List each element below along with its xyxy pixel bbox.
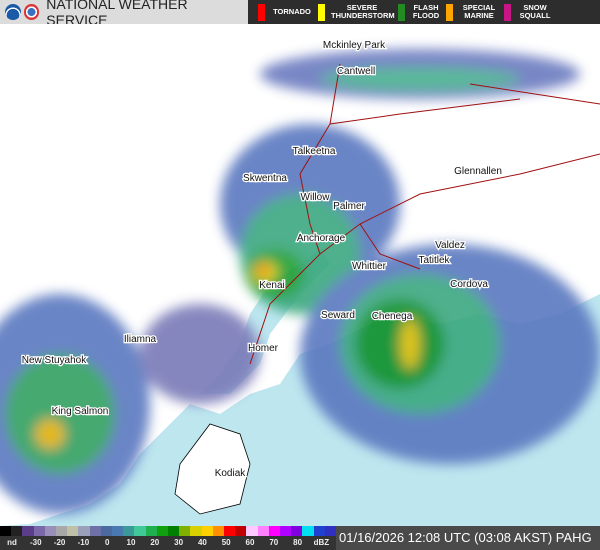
nws-logo bbox=[23, 4, 40, 20]
scale-tick: 80 bbox=[293, 538, 303, 547]
warning-snow-squall: SNOW SQUALL bbox=[504, 0, 553, 24]
scale-tick: 60 bbox=[245, 538, 255, 547]
warning-legend: TORNADO SEVERE THUNDERSTORM FLASH FLOOD SPE… bbox=[248, 0, 600, 24]
warning-swatch bbox=[446, 3, 453, 21]
scale-tick: -30 bbox=[30, 538, 42, 547]
scale-swatch bbox=[168, 526, 180, 536]
scale-swatch bbox=[179, 526, 191, 536]
city-label: Willow bbox=[301, 192, 331, 203]
scale-tick: 0 bbox=[104, 538, 110, 547]
city-label: Iliamna bbox=[124, 334, 157, 345]
scale-swatch bbox=[56, 526, 68, 536]
city-label: Palmer bbox=[333, 201, 365, 212]
scale-swatch bbox=[134, 526, 146, 536]
scale-tick: 30 bbox=[174, 538, 184, 547]
warning-label: SPECIAL MARINE bbox=[462, 3, 496, 20]
scale-swatch bbox=[11, 526, 23, 536]
scale-swatch bbox=[123, 526, 135, 536]
warning-label: SNOW SQUALL bbox=[519, 3, 551, 20]
scale-tick: 50 bbox=[221, 538, 231, 547]
scale-swatch bbox=[44, 526, 57, 536]
scale-ticks: nd -30 -20 -10 0 10 20 30 40 50 60 70 80 dBZ bbox=[0, 536, 336, 550]
city-label: Kenai bbox=[259, 280, 285, 291]
warning-swatch bbox=[504, 3, 511, 21]
scale-swatch bbox=[224, 526, 236, 536]
scale-swatch bbox=[145, 526, 157, 536]
city-label: Tatitlek bbox=[418, 255, 450, 266]
warning-tornado: TORNADO bbox=[258, 0, 313, 24]
city-label: Valdez bbox=[435, 240, 465, 251]
scale-swatch bbox=[156, 526, 169, 536]
scale-swatch bbox=[190, 526, 202, 536]
warning-special-marine: SPECIAL MARINE bbox=[446, 0, 499, 24]
city-label: Homer bbox=[248, 343, 279, 354]
reflectivity-legend: nd -30 -20 -10 0 10 20 30 40 50 60 70 80 dBZ bbox=[0, 526, 337, 550]
city-label: King Salmon bbox=[52, 406, 109, 417]
city-label: Kodiak bbox=[215, 468, 247, 479]
scale-swatch bbox=[89, 526, 101, 536]
city-label: Anchorage bbox=[297, 233, 346, 244]
scale-swatch bbox=[313, 526, 325, 536]
city-label: Skwentna bbox=[243, 173, 287, 184]
scale-swatch bbox=[268, 526, 281, 536]
scale-swatch bbox=[212, 526, 225, 536]
scale-swatch bbox=[33, 526, 45, 536]
scale-swatch bbox=[324, 526, 337, 536]
scale-tick: dBZ bbox=[313, 538, 330, 547]
header-bar: NATIONAL WEATHER SERVICE TORNADO SEVERE T… bbox=[0, 0, 600, 28]
scale-swatch bbox=[235, 526, 247, 536]
warning-severe-thunderstorm: SEVERE THUNDERSTORM bbox=[318, 0, 395, 24]
scale-swatch bbox=[280, 526, 292, 536]
city-label: Whittier bbox=[352, 261, 387, 272]
kodiak-island bbox=[174, 423, 251, 515]
scale-swatch bbox=[0, 526, 12, 536]
color-scale bbox=[0, 526, 337, 536]
radar-map[interactable]: Mckinley Park Cantwell Talkeetna Skwentna Wi… bbox=[0, 24, 600, 526]
warning-label: FLASH FLOOD bbox=[412, 3, 440, 20]
warning-swatch bbox=[318, 3, 325, 21]
scale-swatch bbox=[302, 526, 314, 536]
scale-swatch bbox=[201, 526, 213, 536]
warning-swatch bbox=[398, 3, 405, 21]
city-label: New Stuyahok bbox=[22, 355, 87, 366]
scale-swatch bbox=[22, 526, 34, 536]
scale-tick: -20 bbox=[53, 538, 66, 547]
scale-tick: 10 bbox=[126, 538, 136, 547]
warning-swatch bbox=[258, 3, 265, 21]
city-label: Chenega bbox=[372, 311, 413, 322]
roads bbox=[249, 63, 600, 365]
scale-swatch bbox=[67, 526, 79, 536]
scale-swatch bbox=[246, 526, 258, 536]
scale-tick: 20 bbox=[150, 538, 160, 547]
noaa-logo bbox=[5, 4, 21, 20]
scale-tick: 70 bbox=[269, 538, 279, 547]
scale-swatch bbox=[78, 526, 90, 536]
scale-swatch bbox=[100, 526, 113, 536]
scale-tick: 40 bbox=[197, 538, 207, 547]
scale-tick: -10 bbox=[77, 538, 90, 547]
scale-swatch bbox=[291, 526, 303, 536]
scale-swatch bbox=[257, 526, 269, 536]
city-label: Seward bbox=[321, 310, 355, 321]
city-label: Talkeetna bbox=[293, 146, 336, 157]
scale-tick: nd bbox=[7, 538, 17, 547]
warning-flash-flood: FLASH FLOOD bbox=[398, 0, 441, 24]
city-label: Mckinley Park bbox=[323, 40, 386, 51]
scale-swatch bbox=[112, 526, 124, 536]
timestamp: 01/16/2026 12:08 UTC (03:08 AKST) PAHG bbox=[336, 526, 600, 550]
city-label: Glennallen bbox=[454, 166, 502, 177]
city-label: Cantwell bbox=[337, 66, 375, 77]
warning-label: TORNADO bbox=[273, 7, 311, 16]
warning-label: SEVERE THUNDERSTORM bbox=[331, 3, 395, 20]
radar-echoes bbox=[0, 49, 600, 514]
brand: NATIONAL WEATHER SERVICE bbox=[0, 0, 248, 28]
city-label: Cordova bbox=[450, 279, 488, 290]
